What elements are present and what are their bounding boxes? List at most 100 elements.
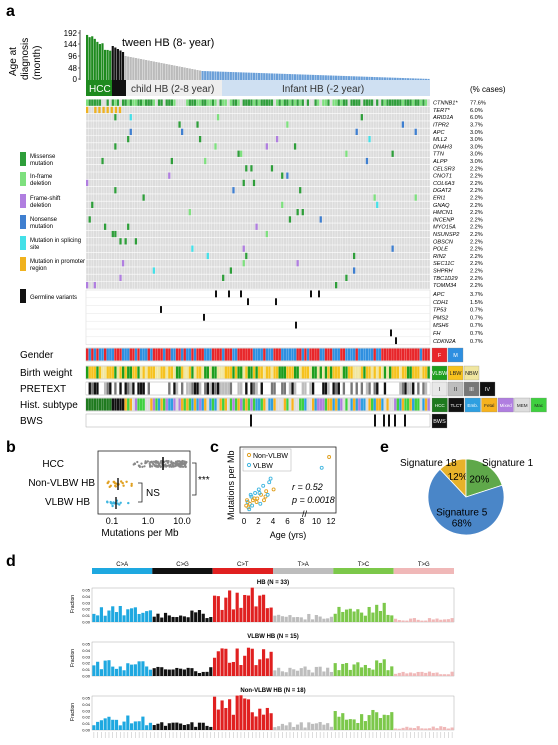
gene-pct: 2.2% bbox=[470, 269, 483, 275]
clinical-cell bbox=[124, 398, 127, 411]
b-dot-hcc bbox=[159, 465, 163, 468]
d-bar bbox=[299, 617, 303, 622]
d-bar bbox=[326, 667, 330, 676]
clinical-cell bbox=[232, 348, 235, 361]
age-bar bbox=[350, 76, 353, 80]
mutation-cell bbox=[242, 245, 245, 252]
d-bar bbox=[171, 722, 175, 730]
d-bar bbox=[409, 727, 413, 730]
d-bar bbox=[118, 666, 122, 676]
mutation-cell bbox=[206, 252, 209, 260]
d-bar bbox=[363, 721, 367, 730]
c-r: r = 0.52 bbox=[292, 482, 323, 492]
age-bar bbox=[394, 77, 397, 80]
clinical-cell bbox=[291, 366, 294, 379]
clinical-cell bbox=[91, 398, 94, 411]
clinical-cell bbox=[150, 382, 153, 395]
clinical-cell bbox=[304, 382, 307, 395]
d-bar bbox=[307, 669, 311, 676]
b-dot-vlbw bbox=[106, 501, 109, 504]
clinical-cell bbox=[165, 398, 168, 411]
clinical-cell bbox=[132, 366, 135, 379]
d-bar bbox=[333, 663, 337, 676]
clinical-legend-text: NBW bbox=[465, 371, 479, 377]
mutation-cell bbox=[314, 99, 317, 106]
mutation-cell bbox=[368, 136, 371, 143]
b-dot-hcc bbox=[184, 465, 187, 468]
clinical-cell bbox=[288, 398, 292, 411]
d-bar bbox=[386, 715, 390, 730]
clinical-cell bbox=[409, 398, 412, 411]
clinical-cell bbox=[414, 348, 417, 361]
gene-name: GNAQ bbox=[433, 203, 450, 209]
b-group-nonvlbw: Non-VLBW HB bbox=[28, 478, 95, 489]
d-bar bbox=[167, 723, 171, 730]
mutation-cell bbox=[150, 99, 153, 106]
mutation-cell bbox=[170, 157, 173, 165]
mutation-cell bbox=[114, 230, 117, 238]
clinical-cell bbox=[370, 366, 374, 379]
age-bar bbox=[109, 50, 112, 80]
clinical-legend-text: VLBW bbox=[432, 371, 448, 377]
clinical-cell bbox=[114, 366, 117, 379]
d-bar bbox=[224, 597, 228, 622]
clinical-cell bbox=[165, 366, 168, 379]
clinical-cell bbox=[96, 382, 99, 395]
gene-name: POLE bbox=[433, 247, 448, 253]
d-bar bbox=[205, 618, 209, 622]
d-bar bbox=[130, 608, 134, 622]
mutation-cell bbox=[129, 114, 132, 121]
d-bar bbox=[314, 666, 318, 676]
clinical-cell bbox=[188, 348, 192, 361]
age-bar bbox=[337, 75, 340, 80]
mutation-cell bbox=[388, 99, 392, 106]
clinical-cell bbox=[152, 366, 156, 379]
mutation-cell bbox=[288, 216, 292, 223]
clinical-cell bbox=[93, 366, 97, 379]
d-bar bbox=[99, 669, 104, 676]
d-bar bbox=[424, 620, 428, 622]
clinical-cell bbox=[268, 398, 271, 411]
d-bar bbox=[167, 669, 171, 676]
mutation-cell bbox=[86, 282, 89, 289]
c-xlabel: Age (yrs) bbox=[270, 530, 307, 540]
d-bar bbox=[103, 615, 107, 622]
clinical-cell bbox=[322, 382, 325, 395]
mutation-cell bbox=[396, 99, 399, 106]
d-bar bbox=[311, 672, 315, 676]
germline-labels: APC 3.7% CDH1 1.5% TP53 0.7% PMS2 0.7% MSH6 0.7% F… bbox=[432, 292, 483, 345]
clinical-cell bbox=[263, 382, 266, 395]
b-dot-vlbw bbox=[127, 501, 130, 505]
age-bar bbox=[378, 77, 381, 80]
germline-gene-pct: 0.7% bbox=[470, 331, 483, 337]
d-bar bbox=[160, 667, 164, 676]
age-axis-label: Age at diagnosis (month) bbox=[8, 38, 43, 80]
mutation-cell bbox=[204, 157, 207, 165]
clinical-cell bbox=[258, 398, 261, 411]
d-subplot-frame bbox=[91, 695, 455, 731]
c-x-tick: 2 bbox=[256, 517, 261, 526]
clinical-cell bbox=[404, 398, 407, 411]
mutation-cell bbox=[93, 282, 96, 289]
d-bar bbox=[141, 661, 145, 676]
mutation-cell bbox=[152, 99, 156, 106]
mutation-cell bbox=[114, 114, 117, 121]
clinical-cell bbox=[86, 382, 89, 395]
d-bar bbox=[179, 615, 183, 622]
age-bar bbox=[127, 56, 130, 80]
clinical-cell bbox=[306, 366, 310, 379]
mutation-cell bbox=[198, 99, 202, 106]
d-bar bbox=[375, 604, 379, 622]
clinical-cell bbox=[106, 366, 109, 379]
clinical-cell bbox=[211, 348, 215, 361]
age-bar bbox=[193, 69, 196, 80]
clinical-cell bbox=[157, 398, 161, 411]
d-bar bbox=[175, 722, 179, 730]
clinical-cell bbox=[260, 366, 263, 379]
mutation-cell bbox=[391, 99, 394, 106]
gene-pct: 2.2% bbox=[470, 188, 483, 194]
age-bar bbox=[96, 41, 99, 80]
clinical-cell bbox=[245, 398, 248, 411]
clinical-cell bbox=[350, 398, 353, 411]
clinical-cell bbox=[224, 382, 227, 395]
